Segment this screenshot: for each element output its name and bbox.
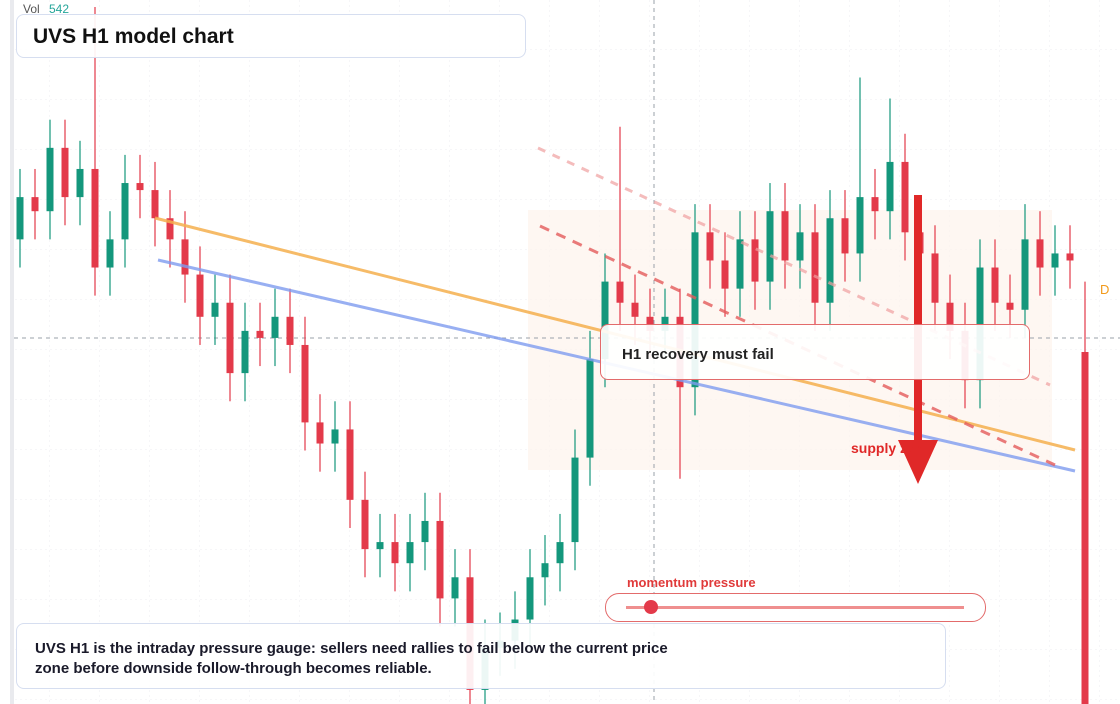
candle-body [376,542,384,550]
candle-body [1081,352,1089,704]
candle-body [106,239,114,268]
candle-body [121,183,129,240]
candle-body [841,218,849,254]
candle-body [16,197,24,240]
candle-body [166,218,174,240]
candle-body [541,563,549,578]
gauge-knob [644,600,658,614]
candle-body [646,316,654,331]
arrow-head [898,440,938,484]
candle-body [1021,239,1029,310]
candle-body [451,577,459,599]
zone-label: supply zone [851,440,932,456]
candle-body [256,330,264,338]
candle-body [526,577,534,620]
left-edge [10,0,14,704]
candle-body [211,302,219,317]
candle-body [706,232,714,261]
gauge [605,593,986,622]
candle-body [736,239,744,289]
chart-title: UVS H1 model chart [16,14,526,58]
candle-body [631,302,639,317]
candle-body [301,344,309,423]
candle-body [661,316,669,331]
candle-body [1006,302,1014,310]
candle-body [76,168,84,198]
candle-body [1036,239,1044,268]
description: UVS H1 is the intraday pressure gauge: s… [16,623,946,689]
candle-body [181,239,189,275]
candle-body [436,520,444,599]
callout: H1 recovery must fail [600,324,1030,380]
candle-body [586,359,594,458]
candle-body [991,267,999,303]
candle-body [601,281,609,360]
candle-body [781,211,789,261]
candle-body [361,499,369,550]
candle-body [556,542,564,564]
candle-body [346,429,354,500]
candle-body [796,232,804,261]
candle-body [826,218,834,303]
candle-body [901,161,909,233]
candle-body [886,161,894,212]
candle-body [406,542,414,564]
candle-body [1051,253,1059,268]
gauge-label: momentum pressure [627,575,756,590]
candle-body [616,281,624,303]
candle-body [421,520,429,543]
candle-body [241,330,249,374]
candle-body [46,147,54,212]
candle-body [976,267,984,381]
candle-body [151,190,159,219]
candle-body [691,232,699,388]
candle-body [391,542,399,564]
candle-body [136,183,144,191]
candle-body [856,197,864,254]
candle-body [751,239,759,282]
candle-body [286,316,294,345]
channel-line [539,224,1056,467]
candle-body [316,422,324,444]
description-text: UVS H1 is the intraday pressure gauge: s… [35,640,668,677]
candle-body [1066,253,1074,261]
candle-body [91,168,99,268]
gauge-track [626,606,964,609]
candle-body [871,197,879,212]
candle-body [196,274,204,317]
volume-label: Vol [23,2,40,16]
candle-body [946,302,954,331]
candle-body [931,253,939,303]
candle-body [61,147,69,198]
candle-body [226,302,234,374]
volume-value: 542 [49,2,69,16]
candle-body [331,429,339,444]
candle-body [31,197,39,212]
candle-body [766,211,774,282]
candle-body [271,316,279,338]
candle-body [721,260,729,289]
candle-body [811,232,819,303]
candle-body [571,457,579,543]
marker: D [1100,282,1109,297]
